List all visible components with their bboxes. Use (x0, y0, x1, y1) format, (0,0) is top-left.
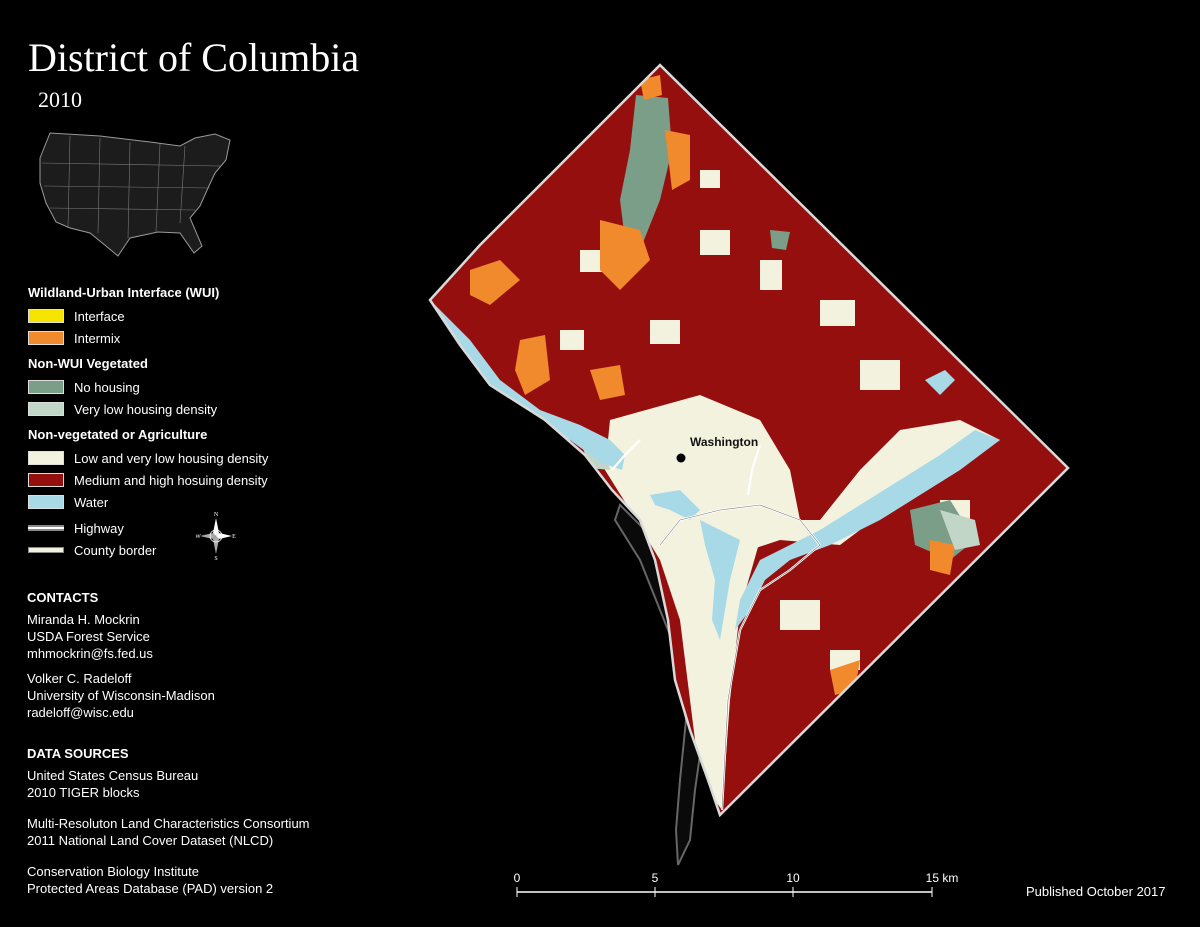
legend-item-highway: Highway (28, 518, 268, 538)
legend: Wildland-Urban Interface (WUI) Interface… (28, 285, 268, 560)
contacts-section: CONTACTS Miranda H. Mockrin USDA Forest … (27, 590, 215, 721)
no-housing-swatch (28, 380, 64, 394)
county-border-swatch (28, 547, 64, 553)
contact-name: Miranda H. Mockrin (27, 612, 140, 627)
legend-item-very-low: Very low housing density (28, 399, 268, 419)
legend-item-interface: Interface (28, 306, 268, 326)
data-sources-heading: DATA SOURCES (27, 746, 129, 761)
scale-tick-label: 10 (786, 871, 800, 885)
compass-s: S (214, 556, 217, 560)
water-swatch (28, 495, 64, 509)
intermix-swatch (28, 331, 64, 345)
legend-item-no-housing: No housing (28, 377, 268, 397)
legend-item-county-border: County border (28, 540, 268, 560)
source-line: Protected Areas Database (PAD) version 2 (27, 881, 274, 896)
interface-swatch (28, 309, 64, 323)
compass-w: W (196, 534, 201, 540)
legend-item-intermix: Intermix (28, 328, 268, 348)
legend-wui-heading: Wildland-Urban Interface (WUI) (28, 285, 220, 300)
map-title: District of Columbia (28, 35, 360, 80)
contact-org: University of Wisconsin-Madison (27, 688, 215, 703)
source-line: United States Census Bureau (27, 768, 199, 783)
scale-tick-label: 0 (514, 871, 521, 885)
source-line: Conservation Biology Institute (27, 864, 199, 879)
high-density-swatch (28, 473, 64, 487)
legend-item-water: Water (28, 492, 268, 512)
compass-rose-icon: N S W E (196, 512, 236, 560)
contacts-heading: CONTACTS (27, 590, 99, 605)
dc-map: Washington (428, 63, 1070, 866)
map-year: 2010 (38, 87, 82, 112)
compass-e: E (232, 534, 236, 540)
us-map-icon (39, 132, 231, 257)
source-line: Multi-Resoluton Land Characteristics Con… (27, 816, 310, 831)
data-sources-section: DATA SOURCES United States Census Bureau… (27, 746, 310, 897)
published-date: Published October 2017 (1026, 884, 1166, 899)
source-line: 2010 TIGER blocks (27, 785, 140, 800)
legend-nonwui-heading: Non-WUI Vegetated (28, 356, 148, 371)
very-low-swatch (28, 402, 64, 416)
source-line: 2011 National Land Cover Dataset (NLCD) (27, 833, 274, 848)
scale-tick-label: 15 km (926, 871, 959, 885)
contact-email: mhmockrin@fs.fed.us (27, 646, 153, 661)
scale-bar: 0 5 10 15 km (514, 871, 959, 897)
highway-swatch (28, 525, 64, 531)
scale-tick-label: 5 (652, 871, 659, 885)
washington-marker (676, 453, 686, 463)
washington-label: Washington (690, 435, 758, 449)
contact-org: USDA Forest Service (27, 629, 150, 644)
legend-nonveg-heading: Non-vegetated or Agriculture (28, 427, 208, 442)
legend-item-high-density: Medium and high hosuing density (28, 470, 268, 490)
contact-name: Volker C. Radeloff (27, 671, 132, 686)
contact-email: radeloff@wisc.edu (27, 705, 134, 720)
legend-item-low-density: Low and very low housing density (28, 448, 268, 468)
compass-n: N (214, 512, 219, 518)
low-density-swatch (28, 451, 64, 465)
